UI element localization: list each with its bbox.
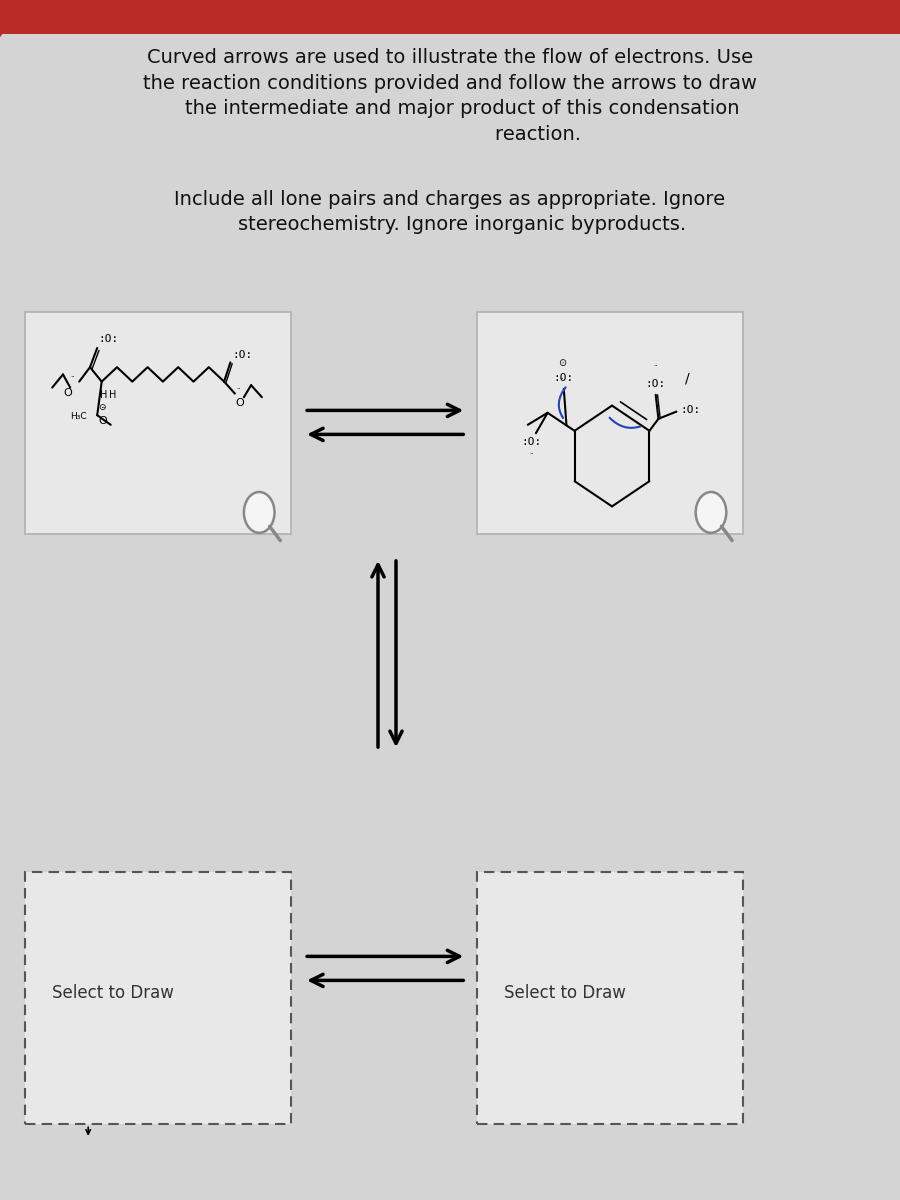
Bar xyxy=(0,0,900,34)
Text: ..: .. xyxy=(237,384,241,390)
Bar xyxy=(25,312,291,534)
Text: ..: .. xyxy=(101,403,106,409)
Text: ⊙: ⊙ xyxy=(98,403,105,412)
Circle shape xyxy=(696,492,726,533)
Text: H: H xyxy=(100,390,107,400)
Text: :O:: :O: xyxy=(554,373,574,383)
Bar xyxy=(477,312,742,534)
Text: /: / xyxy=(685,371,689,385)
Text: ..: .. xyxy=(70,372,76,378)
Text: Include all lone pairs and charges as appropriate. Ignore
    stereochemistry. I: Include all lone pairs and charges as ap… xyxy=(175,190,725,234)
Text: ..: .. xyxy=(529,449,534,455)
Text: :O:: :O: xyxy=(645,379,666,389)
Bar xyxy=(477,872,742,1124)
Text: Select to Draw: Select to Draw xyxy=(504,984,626,1002)
Text: Curved arrows are used to illustrate the flow of electrons. Use
the reaction con: Curved arrows are used to illustrate the… xyxy=(143,48,757,144)
Text: :O:: :O: xyxy=(521,437,542,446)
FancyArrowPatch shape xyxy=(559,388,565,418)
Text: H₃C: H₃C xyxy=(70,412,86,421)
Text: ⊙: ⊙ xyxy=(558,359,566,368)
Text: ..: .. xyxy=(653,361,658,367)
Text: O: O xyxy=(98,416,107,426)
FancyArrowPatch shape xyxy=(609,418,641,428)
Bar xyxy=(25,872,291,1124)
Polygon shape xyxy=(0,0,27,37)
Text: O: O xyxy=(236,398,245,408)
Circle shape xyxy=(244,492,274,533)
Text: :O:: :O: xyxy=(680,406,700,415)
Text: H: H xyxy=(109,390,116,400)
Text: Select to Draw: Select to Draw xyxy=(52,984,174,1002)
Text: O: O xyxy=(63,388,72,397)
Text: :O:: :O: xyxy=(98,335,119,344)
Text: ..: .. xyxy=(560,374,564,380)
Text: :O:: :O: xyxy=(232,350,253,360)
